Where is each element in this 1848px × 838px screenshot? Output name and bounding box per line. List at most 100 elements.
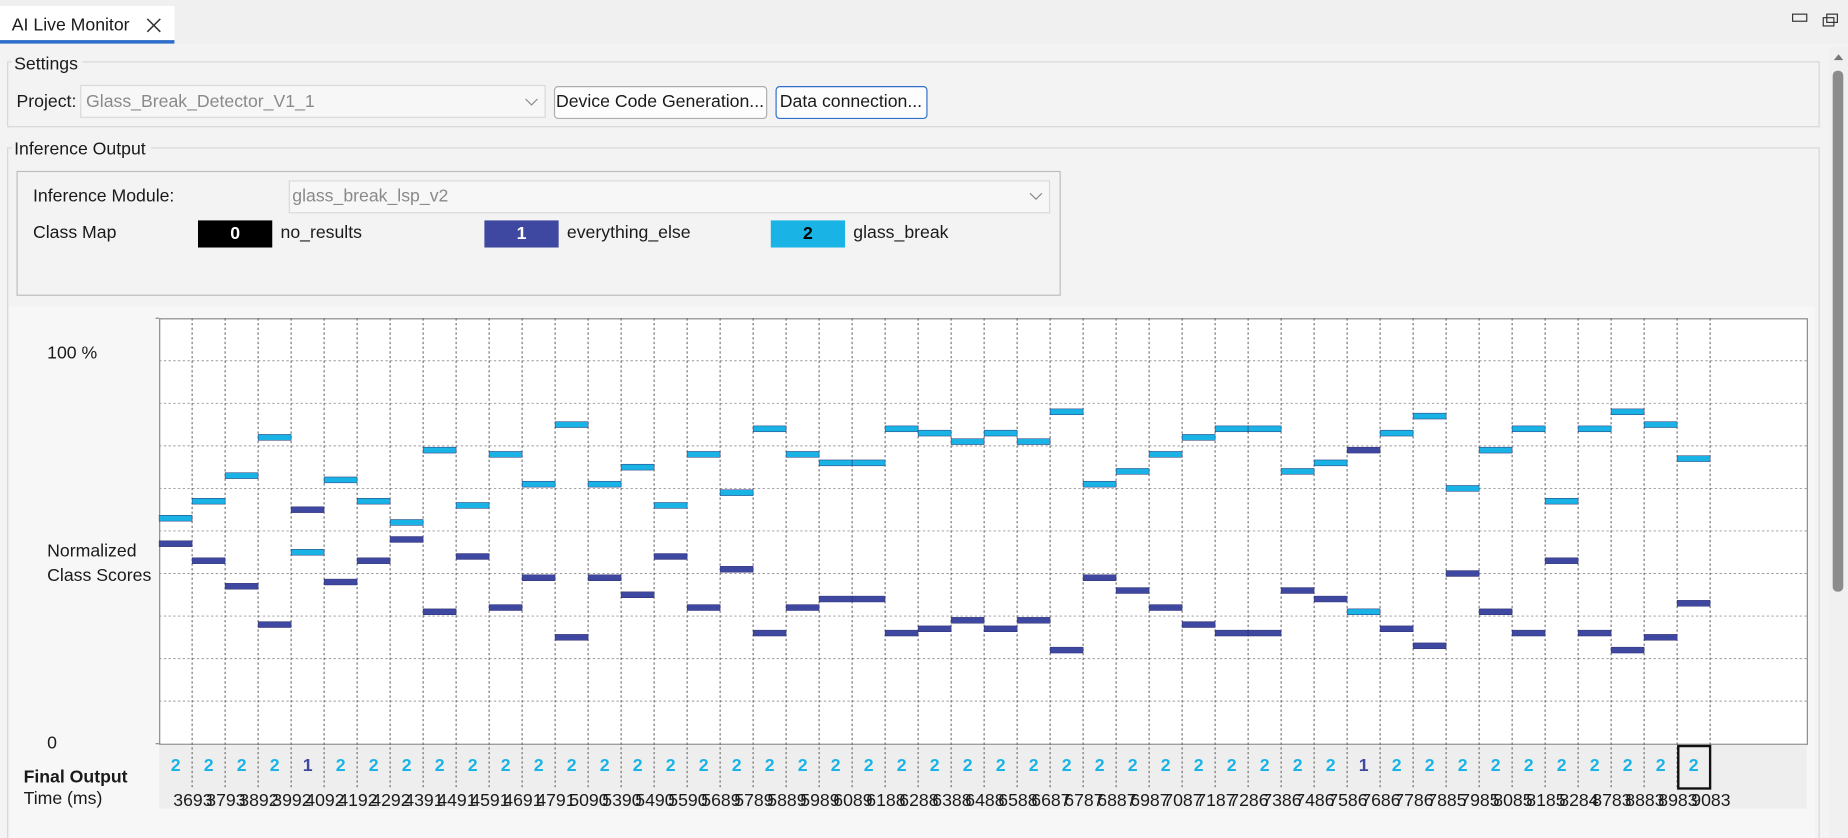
score-mark <box>1016 438 1051 445</box>
time-label: 7486 <box>1295 790 1334 810</box>
final-output: 2 <box>402 755 412 775</box>
score-mark <box>1214 629 1249 637</box>
score-mark <box>686 451 721 458</box>
final-output: 2 <box>204 755 214 775</box>
score-mark <box>1511 425 1546 433</box>
score-mark <box>983 429 1018 437</box>
score-mark <box>455 502 490 509</box>
score-mark <box>521 574 556 581</box>
time-label: 6887 <box>1097 790 1136 810</box>
score-mark <box>290 549 325 556</box>
score-mark <box>1082 574 1117 581</box>
final-output: 2 <box>831 755 841 775</box>
data-connection-button[interactable] <box>775 86 928 120</box>
time-label: 7686 <box>1361 790 1400 810</box>
final-output: 2 <box>435 755 445 775</box>
minimize-icon[interactable] <box>1792 13 1808 22</box>
y-tick-label: 0 <box>47 732 57 752</box>
x-axis-label: Time (ms) <box>24 788 103 808</box>
score-mark <box>389 536 424 543</box>
score-mark <box>851 595 886 603</box>
score-mark <box>851 459 886 467</box>
module-value: glass_break_lsp_v2 <box>292 186 448 207</box>
final-output: 2 <box>1260 755 1270 775</box>
score-mark <box>290 506 325 513</box>
code-gen-button[interactable] <box>553 86 768 120</box>
score-mark <box>620 591 655 598</box>
time-label: 4292 <box>371 790 410 810</box>
plot-area <box>159 318 1808 745</box>
combo-arrow <box>525 98 538 106</box>
final-output: 2 <box>1095 755 1105 775</box>
score-mark <box>1148 604 1183 611</box>
score-mark <box>1676 600 1711 607</box>
restore-icon-back <box>1826 13 1838 23</box>
score-mark <box>587 574 622 581</box>
scroll-up[interactable] <box>1833 54 1844 61</box>
output-label: Final Output <box>24 767 128 787</box>
score-mark <box>1643 421 1678 428</box>
time-label: 4691 <box>503 790 542 810</box>
time-label: 5090 <box>569 790 608 810</box>
time-label: 8883 <box>1625 790 1664 810</box>
project-value: Glass_Break_Detector_V1_1 <box>86 91 315 112</box>
final-output: 2 <box>567 755 577 775</box>
score-mark <box>1478 608 1513 615</box>
score-mark <box>356 497 391 505</box>
score-mark <box>323 476 358 484</box>
project-combo[interactable] <box>80 84 546 118</box>
score-mark <box>1511 629 1546 637</box>
final-output: 2 <box>237 755 247 775</box>
score-mark <box>1016 617 1051 624</box>
final-output: 2 <box>1689 755 1699 775</box>
final-output: 2 <box>1194 755 1204 775</box>
class-name: no_results <box>280 222 362 243</box>
final-output: 2 <box>1458 755 1468 775</box>
time-label: 3892 <box>239 790 278 810</box>
settings-title: Settings <box>14 54 78 74</box>
time-label: 3693 <box>173 790 212 810</box>
time-label: 8783 <box>1592 790 1631 810</box>
score-mark <box>1115 587 1150 594</box>
time-label: 5989 <box>800 790 839 810</box>
tab-title: AI Live Monitor <box>12 15 130 35</box>
time-label: 7087 <box>1163 790 1202 810</box>
time-label: 4791 <box>536 790 575 810</box>
score-mark <box>1544 497 1579 505</box>
score-mark <box>1346 608 1381 615</box>
time-label: 8284 <box>1559 790 1598 810</box>
tab[interactable] <box>0 5 175 44</box>
score-mark <box>686 604 721 611</box>
score-mark <box>224 583 259 590</box>
score-mark <box>1445 570 1480 577</box>
inference-group <box>7 147 1820 838</box>
score-mark <box>950 617 985 624</box>
scrollbar-thumb[interactable] <box>1832 70 1844 592</box>
score-mark <box>1379 625 1414 633</box>
time-label: 7386 <box>1262 790 1301 810</box>
time-label: 6787 <box>1064 790 1103 810</box>
tab-close[interactable] <box>146 18 161 33</box>
final-output: 2 <box>369 755 379 775</box>
inference-title: Inference Output <box>14 138 146 158</box>
score-mark <box>1577 629 1612 637</box>
time-label: 6488 <box>965 790 1004 810</box>
final-output: 2 <box>1557 755 1567 775</box>
score-mark <box>1181 434 1216 441</box>
module-combo[interactable] <box>288 180 1051 214</box>
score-mark <box>884 629 919 637</box>
time-label: 3793 <box>206 790 245 810</box>
score-mark <box>1610 646 1645 654</box>
class-swatch <box>770 220 846 248</box>
score-mark <box>158 515 193 522</box>
score-mark <box>818 459 853 467</box>
score-mark <box>1247 629 1282 637</box>
score-mark <box>587 480 622 488</box>
class-id: 0 <box>230 223 240 243</box>
score-mark <box>455 553 490 560</box>
time-label: 5789 <box>734 790 773 810</box>
final-output: 1 <box>303 755 313 775</box>
final-output: 2 <box>534 755 544 775</box>
final-output: 2 <box>1062 755 1072 775</box>
score-mark <box>1610 408 1645 416</box>
